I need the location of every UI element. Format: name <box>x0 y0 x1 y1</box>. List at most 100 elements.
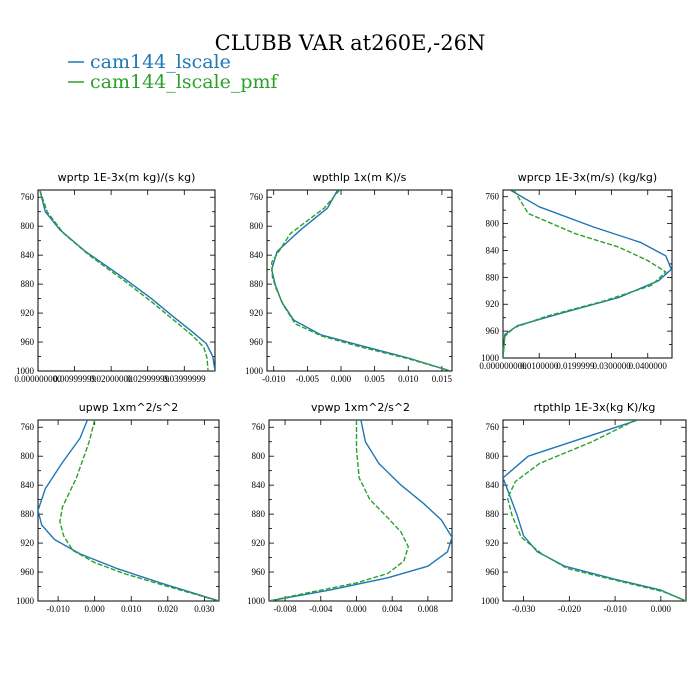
legend-label-lscale: cam144_lscale <box>90 51 231 73</box>
x-tick-label: -0.010 <box>46 604 70 614</box>
series-line-lscale-pmf <box>503 190 667 358</box>
series-line-lscale-pmf <box>269 420 409 601</box>
plot-panel-4: upwp 1xm^2/s^2 760 800 840 880 920 960 1000 -0.0… <box>16 401 220 614</box>
y-tick-label: 840 <box>252 480 266 490</box>
y-tick-label: 880 <box>252 509 266 519</box>
legend-label-lscale-pmf: cam144_lscale_pmf <box>90 71 280 93</box>
plot-frame <box>37 419 220 602</box>
y-tick-label: 960 <box>250 337 264 347</box>
x-tick-label: 0.000000000 <box>14 374 62 384</box>
x-tick-label: 0.000 <box>651 604 672 614</box>
y-tick-label: 1000 <box>481 596 500 606</box>
x-tick-label: -0.030 <box>512 604 536 614</box>
series-line-lscale <box>38 420 219 601</box>
series-line-lscale <box>269 420 452 601</box>
y-tick-label: 920 <box>21 538 35 548</box>
x-tick-label: -0.020 <box>558 604 582 614</box>
y-tick-label: 800 <box>486 219 500 229</box>
series-line-lscale-pmf <box>39 190 209 371</box>
x-tick-label: 0.02000000 <box>90 374 133 384</box>
figure-title: CLUBB VAR at260E,-26N <box>215 31 486 55</box>
plot-panel-5: vpwp 1xm^2/s^2 760 800 840 880 920 960 1000 -0.0… <box>247 401 453 614</box>
plot-frame <box>502 419 687 602</box>
x-tick-label: 0.015 <box>432 374 453 384</box>
series-line-lscale <box>39 190 215 371</box>
y-tick-label: 760 <box>486 422 500 432</box>
series-line-lscale <box>503 420 686 601</box>
y-tick-label: 800 <box>21 451 35 461</box>
y-tick-label: 840 <box>21 250 35 260</box>
plot-panel-3: wprcp 1E-3x(m/s) (kg/kg) 760 800 840 880 920 9… <box>479 171 673 371</box>
x-tick-label: 0.0400000 <box>629 361 668 371</box>
y-tick-label: 760 <box>21 192 35 202</box>
x-tick-label: 0.0199999 <box>556 361 595 371</box>
x-tick-label: 0.00999999 <box>53 374 96 384</box>
x-tick-label: 0.000000000 <box>479 361 527 371</box>
plot-title: rtpthlp 1E-3x(kg K)/kg <box>534 401 656 414</box>
x-tick-label: 0.008 <box>418 604 439 614</box>
y-tick-label: 800 <box>486 451 500 461</box>
y-tick-label: 760 <box>486 192 500 202</box>
y-tick-label: 920 <box>21 308 35 318</box>
y-tick-label: 960 <box>486 326 500 336</box>
y-tick-label: 840 <box>250 250 264 260</box>
y-tick-label: 1000 <box>247 596 266 606</box>
y-tick-label: 840 <box>486 245 500 255</box>
y-tick-label: 880 <box>486 509 500 519</box>
y-tick-label: 760 <box>21 422 35 432</box>
x-tick-label: 0.010 <box>398 374 419 384</box>
y-tick-label: 1000 <box>16 366 35 376</box>
x-tick-label: 0.000 <box>85 604 106 614</box>
y-tick-label: 800 <box>252 451 266 461</box>
legend: cam144_lscale cam144_lscale_pmf <box>68 51 280 93</box>
x-tick-label: 0.020 <box>158 604 179 614</box>
x-tick-label: 0.000 <box>346 604 367 614</box>
y-tick-label: 840 <box>21 480 35 490</box>
series-line-lscale <box>503 190 672 358</box>
y-tick-label: 960 <box>21 567 35 577</box>
plot-title: upwp 1xm^2/s^2 <box>79 401 179 414</box>
x-tick-label: 0.000 <box>331 374 352 384</box>
y-tick-label: 920 <box>486 299 500 309</box>
y-tick-label: 800 <box>250 221 264 231</box>
y-tick-label: 1000 <box>16 596 35 606</box>
series-line-lscale <box>271 190 451 371</box>
x-tick-label: -0.010 <box>262 374 286 384</box>
y-tick-label: 800 <box>21 221 35 231</box>
x-tick-label: 0.0300000 <box>592 361 631 371</box>
y-tick-label: 1000 <box>481 353 500 363</box>
series-line-lscale-pmf <box>271 190 451 371</box>
y-tick-label: 1000 <box>245 366 264 376</box>
x-tick-label: 0.004 <box>382 604 403 614</box>
x-tick-label: -0.005 <box>296 374 320 384</box>
x-tick-label: 0.03999999 <box>163 374 206 384</box>
plot-title: vpwp 1xm^2/s^2 <box>311 401 410 414</box>
series-line-lscale-pmf <box>506 420 686 601</box>
x-tick-label: -0.010 <box>603 604 627 614</box>
x-tick-label: 0.005 <box>365 374 386 384</box>
plot-frame <box>502 189 673 359</box>
plot-panel-6: rtpthlp 1E-3x(kg K)/kg 760 800 840 880 920 960… <box>481 401 687 614</box>
x-tick-label: 0.010 <box>121 604 142 614</box>
y-tick-label: 880 <box>21 509 35 519</box>
plot-title: wprcp 1E-3x(m/s) (kg/kg) <box>518 171 657 184</box>
y-tick-label: 760 <box>250 192 264 202</box>
x-tick-label: -0.004 <box>309 604 333 614</box>
series-line-lscale-pmf <box>59 420 219 601</box>
x-tick-label: 0.030 <box>194 604 215 614</box>
plot-title: wpthlp 1x(m K)/s <box>313 171 407 184</box>
plot-frame <box>268 419 453 602</box>
y-tick-label: 880 <box>21 279 35 289</box>
y-tick-label: 880 <box>486 272 500 282</box>
y-tick-label: 880 <box>250 279 264 289</box>
plot-panel-1: wprtp 1E-3x(m kg)/(s kg) 760 800 840 880 920 9… <box>14 171 216 384</box>
y-tick-label: 960 <box>486 567 500 577</box>
y-tick-label: 960 <box>21 337 35 347</box>
x-tick-label: -0.008 <box>273 604 297 614</box>
plot-title: wprtp 1E-3x(m kg)/(s kg) <box>58 171 196 184</box>
y-tick-label: 960 <box>252 567 266 577</box>
y-tick-label: 920 <box>250 308 264 318</box>
x-tick-label: 0.02999999 <box>126 374 169 384</box>
plot-panel-2: wpthlp 1x(m K)/s7608008408809209601000-0… <box>245 171 453 384</box>
